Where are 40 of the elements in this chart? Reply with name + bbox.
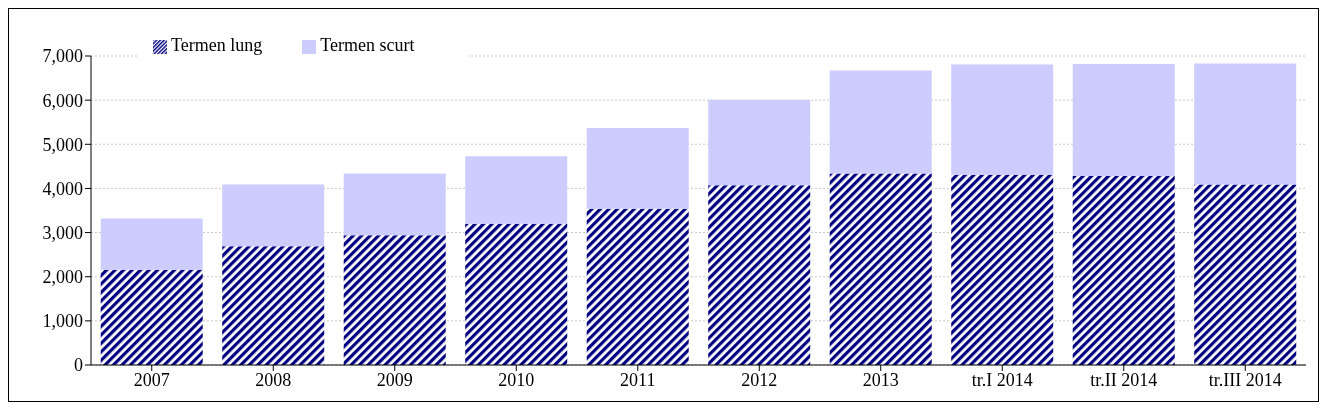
y-tick-label: 3,000	[42, 222, 83, 243]
bar	[1194, 63, 1297, 185]
bar	[1072, 176, 1175, 365]
legend-label: Termen scurt	[320, 35, 415, 55]
y-tick-label: 5,000	[42, 134, 83, 155]
y-tick-label: 1,000	[42, 311, 83, 332]
bar	[465, 156, 568, 224]
bar	[951, 174, 1054, 365]
x-tick-label: tr.III 2014	[1208, 369, 1282, 390]
bar	[1072, 63, 1175, 177]
x-tick-label: 2009	[376, 369, 413, 390]
x-tick-label: 2013	[862, 369, 899, 390]
bar	[829, 173, 932, 365]
bar	[1194, 184, 1297, 365]
x-tick-label: tr.II 2014	[1090, 369, 1158, 390]
bar	[222, 246, 325, 365]
bar	[829, 70, 932, 174]
y-tick-label: 0	[74, 355, 83, 376]
bar	[465, 223, 568, 365]
x-tick-label: 2011	[620, 369, 656, 390]
bar	[951, 64, 1054, 175]
bar	[100, 269, 203, 365]
y-tick-label: 2,000	[42, 267, 83, 288]
y-tick-label: 4,000	[42, 178, 83, 199]
x-tick-label: 2008	[255, 369, 292, 390]
bar	[100, 218, 203, 270]
y-tick-label: 7,000	[42, 46, 83, 67]
bar	[708, 185, 811, 365]
bar	[343, 173, 446, 236]
x-tick-label: 2007	[133, 369, 170, 390]
bar	[586, 208, 689, 365]
y-tick-label: 6,000	[42, 90, 83, 111]
x-tick-label: 2010	[498, 369, 535, 390]
legend-label: Termen lung	[171, 35, 263, 55]
bar	[586, 127, 689, 209]
bar	[708, 99, 811, 186]
bar	[343, 235, 446, 365]
x-tick-label: 2012	[741, 369, 778, 390]
x-tick-label: tr.I 2014	[971, 369, 1033, 390]
bar	[222, 184, 325, 247]
